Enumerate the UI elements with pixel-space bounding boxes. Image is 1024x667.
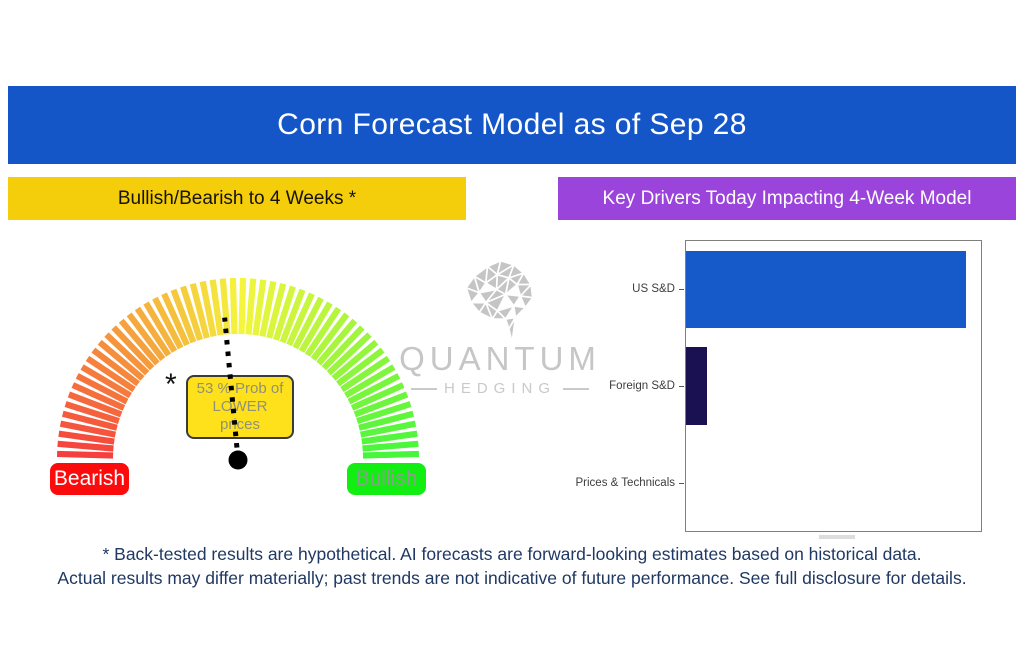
disclaimer-line-1: * Back-tested results are hypothetical. … <box>102 544 922 564</box>
brain-logo-icon <box>465 259 534 343</box>
gauge-probability-callout: 53 % Prob of LOWER prices <box>186 375 294 439</box>
y-axis-tick <box>679 482 684 484</box>
disclaimer-line-2: Actual results may differ materially; pa… <box>57 568 967 588</box>
watermark-brand-name: QUANTUM <box>399 340 601 377</box>
drivers-section-banner: Key Drivers Today Impacting 4-Week Model <box>558 177 1016 220</box>
report-header: Corn Forecast Model as of Sep 28 <box>8 86 1016 164</box>
disclaimer-text: * Back-tested results are hypothetical. … <box>0 542 1024 590</box>
x-axis-tick-label <box>819 535 855 539</box>
bullish-badge: Bullish <box>347 463 426 495</box>
callout-line-3: prices <box>219 416 260 434</box>
bar-category-label: US S&D <box>632 283 675 296</box>
drivers-section-banner-label: Key Drivers Today Impacting 4-Week Model <box>602 187 972 209</box>
report-title: Corn Forecast Model as of Sep 28 <box>277 108 747 141</box>
footnote-asterisk: * <box>165 368 177 401</box>
gauge-pivot-dot <box>228 450 248 470</box>
key-drivers-bar-chart: US S&D Foreign S&D Prices & Technicals <box>576 240 982 539</box>
callout-line-1: 53 % Prob of <box>196 379 284 397</box>
watermark-rule-left <box>410 387 437 390</box>
y-axis-tick <box>679 289 684 291</box>
driver-bar <box>686 250 967 328</box>
watermark-brand-subname: HEDGING <box>385 380 615 397</box>
bar-category-label: Foreign S&D <box>609 380 675 392</box>
bearish-badge: Bearish <box>50 463 129 495</box>
callout-line-2: LOWER <box>212 397 268 415</box>
gauge-section-banner: Bullish/Bearish to 4 Weeks * <box>8 177 466 220</box>
y-axis-tick <box>679 386 684 387</box>
driver-bar <box>686 347 707 425</box>
watermark-subname-text: HEDGING <box>443 380 556 397</box>
bar-category-label: Prices & Technicals <box>575 476 676 489</box>
gauge-section-banner-label: Bullish/Bearish to 4 Weeks * <box>117 187 357 209</box>
watermark-rule-right <box>563 387 589 390</box>
